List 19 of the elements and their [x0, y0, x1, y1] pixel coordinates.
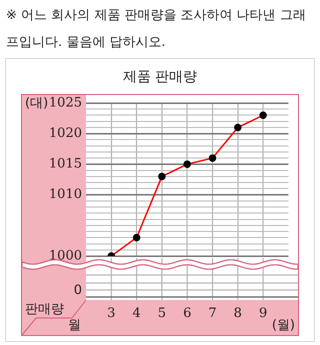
y-axis-title: (대): [25, 96, 48, 111]
chart-title: 제품 판매량: [122, 68, 198, 86]
text: 판매량: [25, 302, 64, 317]
x-tick-label: 6: [183, 306, 192, 322]
y-tick-label: 1000: [48, 248, 82, 264]
x-tick-label: 7: [208, 306, 217, 322]
y-tick-label: 1015: [48, 156, 82, 172]
text: ※ 어느 회사의 제품 판매량을 조사하여 나타낸 그래프입니다. 물음에 답하시오.: [6, 7, 307, 52]
x-tick-label: 4: [132, 306, 141, 322]
x-axis-title: (월): [272, 318, 295, 333]
text: 월: [67, 318, 81, 333]
y-tick-label: 1025: [48, 95, 82, 110]
x-tick-label: 9: [258, 306, 268, 322]
y-tick-label: 1020: [48, 126, 82, 141]
x-tick-label: 5: [158, 306, 166, 322]
text: 0: [72, 283, 82, 298]
x-tick-label: 8: [234, 306, 242, 322]
y-tick-label: 1010: [48, 187, 82, 202]
x-tick-label: 3: [107, 306, 116, 322]
